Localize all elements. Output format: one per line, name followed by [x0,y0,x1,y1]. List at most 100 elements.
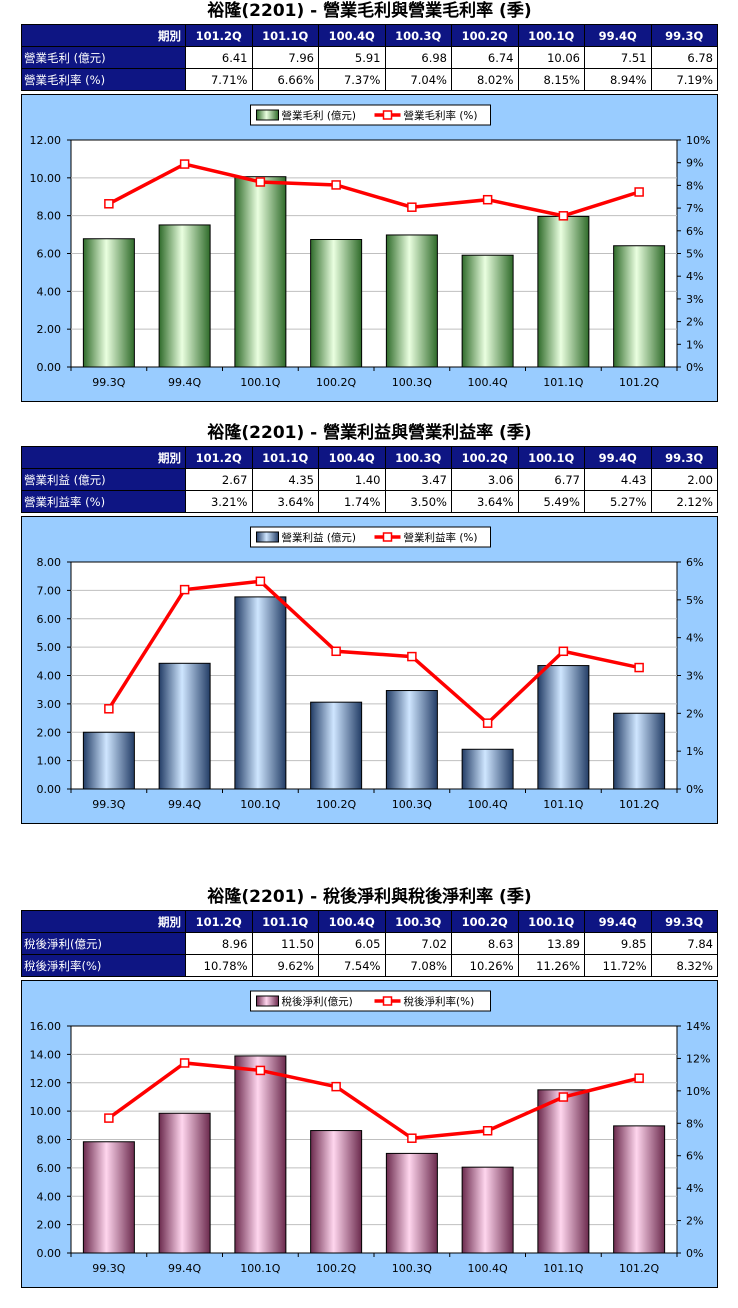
table-cell: 7.84 [650,932,718,955]
bar [82,731,135,790]
bar [158,1112,211,1254]
line-marker [331,180,341,190]
bar [234,176,287,368]
table-cell: 5.27% [584,490,652,513]
line-marker [482,1125,493,1136]
row-label: 稅後淨利率(%) [21,954,186,977]
x-tick-label: 99.3Q [92,1262,125,1275]
y2-tick-label: 2% [686,1215,703,1228]
y2-tick-label: 1% [686,745,703,758]
table-cell: 8.02% [451,68,519,91]
table-cell: 1.74% [318,490,386,513]
x-tick-label: 100.1Q [240,376,280,389]
table-cell: 6.66% [251,68,319,91]
table-cell: 11.26% [517,954,585,977]
y2-tick-label: 4% [686,1182,703,1195]
row-label: 營業毛利 (億元) [21,46,186,69]
table-cell: 7.19% [650,68,718,91]
y-tick-label: 7.00 [37,584,62,597]
period-cell: 99.4Q [584,446,652,469]
y2-tick-label: 0% [686,1247,703,1260]
period-cell: 99.4Q [584,910,652,933]
bar [537,1089,590,1254]
row-label: 稅後淨利(億元) [21,932,186,955]
x-tick-label: 101.2Q [619,798,659,811]
line-marker [255,177,266,187]
y-tick-label: 12.00 [30,1077,62,1090]
line-marker [407,202,417,212]
line-marker [179,1058,190,1068]
line-marker [255,576,266,587]
table-cell: 3.64% [451,490,519,513]
series-line [107,1061,640,1141]
y-tick-label: 2.00 [37,323,62,336]
bar [613,1125,666,1254]
y-tick-label: 4.00 [37,285,62,298]
table-cell: 7.02 [384,932,452,955]
table-cell: 6.41 [185,46,253,69]
x-tick-label: 101.1Q [543,1262,583,1275]
table-cell: 6.98 [384,46,452,69]
period-header: 期別 [21,446,186,469]
line-marker [104,1113,114,1123]
chart-container: 0.00 2.00 4.00 6.00 8.00 10.00 12.00 14.00 16.00… [21,980,718,1288]
y2-tick-label: 2% [686,707,703,720]
table-row: 稅後淨利(億元) 8.96 11.50 6.05 7.02 8.63 13.89… [21,932,718,955]
series-line [108,162,640,218]
period-cell: 99.4Q [584,24,652,47]
x-tick-label: 100.2Q [316,1262,356,1275]
x-tick-label: 99.4Q [168,798,201,811]
period-cell: 100.2Q [451,24,519,47]
y-tick-label: 8.00 [37,1134,62,1147]
period-cell: 101.1Q [251,24,319,47]
table-header-row: 期別 101.2Q 101.1Q 100.4Q 100.3Q 100.2Q 10… [21,446,718,469]
line-marker [179,584,190,595]
chart-svg: 0.00 1.00 2.00 3.00 4.00 5.00 6.00 7.00 8.00 0% 1%… [37,526,703,811]
data-table: 期別 101.2Q 101.1Q 100.4Q 100.3Q 100.2Q 10… [21,910,718,977]
table-cell: 9.62% [251,954,319,977]
table-cell: 8.15% [517,68,585,91]
table-cell: 7.71% [185,68,253,91]
line-marker [331,1081,341,1092]
y-tick-label: 0.00 [37,361,62,374]
y-tick-label: 14.00 [30,1048,62,1061]
legend-box [250,526,491,548]
bar [82,1141,135,1254]
x-tick-label: 100.1Q [240,1262,280,1275]
line-marker [104,199,114,209]
data-table: 期別 101.2Q 101.1Q 100.4Q 100.3Q 100.2Q 10… [21,446,718,513]
bar [310,701,363,790]
period-cell: 101.2Q [185,24,253,47]
period-header: 期別 [21,24,186,47]
table-cell: 11.72% [584,954,652,977]
line-marker [558,1092,569,1102]
table-row: 營業毛利 (億元) 6.41 7.96 5.91 6.98 6.74 10.06… [21,46,718,69]
line-marker [558,646,569,657]
legend-line-marker [382,996,393,1006]
bar [82,238,135,368]
y-tick-label: 0.00 [37,1247,62,1260]
period-header: 期別 [21,910,186,933]
x-tick-label: 101.1Q [543,376,583,389]
y-tick-label: 8.00 [37,210,62,223]
line-marker [634,187,644,197]
x-tick-label: 100.2Q [316,376,356,389]
y-tick-label: 5.00 [37,641,62,654]
table-cell: 3.21% [185,490,253,513]
table-cell: 8.32% [650,954,718,977]
bar [234,1055,287,1254]
y-tick-label: 2.00 [37,726,62,739]
x-tick-label: 101.1Q [543,798,583,811]
legend-bar-swatch [256,531,279,543]
table-cell: 6.78 [650,46,718,69]
table-cell: 7.04% [384,68,452,91]
legend-box [250,990,491,1012]
y2-tick-label: 0% [686,361,703,374]
legend-box [250,104,491,126]
period-cell: 99.3Q [650,446,718,469]
table-cell: 7.54% [318,954,386,977]
table-cell: 10.78% [185,954,253,977]
period-cell: 100.1Q [517,910,585,933]
x-tick-label: 100.4Q [468,798,508,811]
y2-tick-label: 9% [686,157,703,170]
